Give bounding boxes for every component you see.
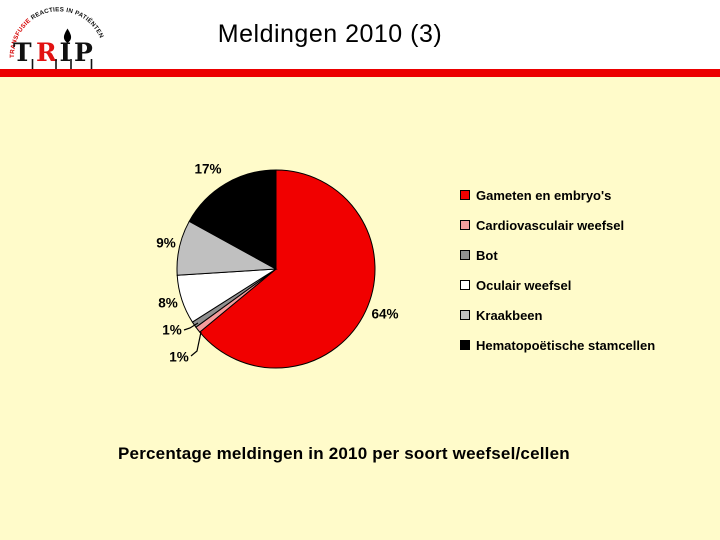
slide-caption: Percentage meldingen in 2010 per soort w… [118, 444, 570, 463]
chart-legend: Gameten en embryo's Cardiovasculair weef… [460, 180, 655, 360]
logo-letter-i: I [60, 38, 72, 67]
pie-label-cardiovasculair: 1% [169, 349, 189, 365]
legend-swatch-bot [460, 250, 470, 260]
leader-line-cardiovasculair [190, 331, 202, 357]
legend-item-cardiovasculair: Cardiovasculair weefsel [460, 210, 655, 240]
legend-label-cardiovasculair: Cardiovasculair weefsel [476, 217, 625, 233]
legend-swatch-gameten [460, 190, 470, 200]
legend-swatch-cardiovasculair [460, 220, 470, 230]
pie-label-bot: 1% [162, 322, 182, 338]
logo-letter-p: P [74, 38, 93, 67]
leader-line-bot [183, 322, 199, 331]
legend-swatch-hematopoetische [460, 340, 470, 350]
legend-label-gameten: Gameten en embryo's [476, 187, 612, 203]
pie-label-oculair: 8% [158, 295, 178, 311]
legend-label-kraakbeen: Kraakbeen [476, 307, 543, 323]
legend-item-kraakbeen: Kraakbeen [460, 300, 655, 330]
logo-tick-marks [31, 59, 93, 70]
pie-label-kraakbeen: 9% [156, 235, 176, 251]
trip-logo: TRANSFUSIE REACTIES IN PATIËNTEN T R I P [9, 6, 105, 70]
page-title: Meldingen 2010 (3) [217, 20, 443, 48]
pie-label-hematopoetische: 17% [194, 161, 222, 177]
legend-item-hematopoetische: Hematopoëtische stamcellen [460, 330, 655, 360]
header-divider-bar [0, 69, 720, 77]
legend-item-oculair: Oculair weefsel [460, 270, 655, 300]
legend-label-hematopoetische: Hematopoëtische stamcellen [476, 337, 656, 353]
legend-item-bot: Bot [460, 240, 655, 270]
pie-label-gameten: 64% [371, 306, 399, 322]
drop-icon [63, 28, 72, 43]
legend-label-oculair: Oculair weefsel [476, 277, 572, 293]
legend-swatch-oculair [460, 280, 470, 290]
logo-letter-t: T [13, 38, 32, 67]
legend-item-gameten: Gameten en embryo's [460, 180, 655, 210]
legend-swatch-kraakbeen [460, 310, 470, 320]
legend-label-bot: Bot [476, 247, 498, 263]
pie-slice-5 [188, 169, 277, 270]
logo-letter-r: R [36, 38, 57, 67]
pie-slice-0 [199, 169, 376, 369]
label-leader-lines [183, 322, 202, 357]
slide-header: Meldingen 2010 (3) TRANSFUSIE REACTIES I… [0, 0, 720, 70]
